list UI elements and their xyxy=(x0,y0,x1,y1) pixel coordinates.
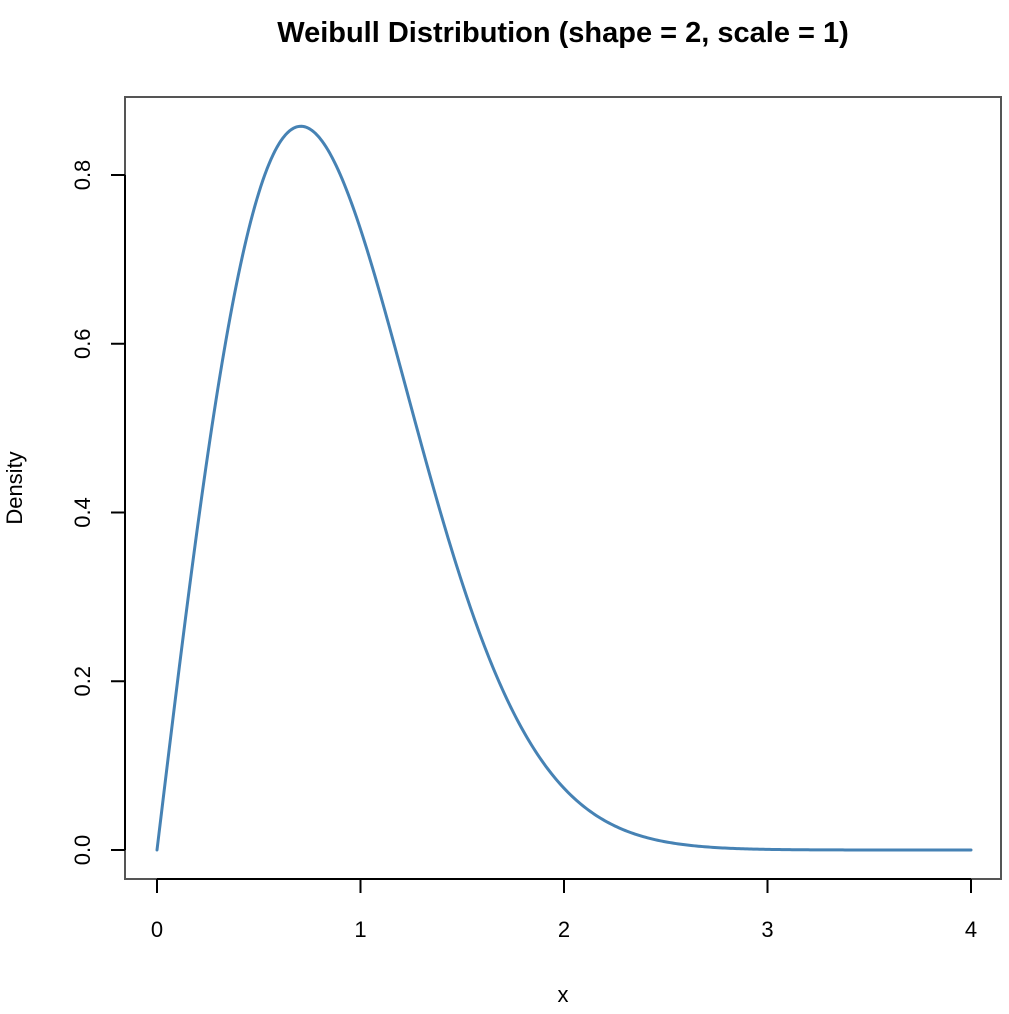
y-axis: 0.0 0.2 0.4 0.6 0.8 xyxy=(70,160,126,866)
plot-frame xyxy=(124,96,1002,880)
x-axis-label: x xyxy=(558,982,569,1007)
y-tick-label: 0.6 xyxy=(70,328,95,359)
y-axis-label: Density xyxy=(2,451,27,524)
x-tick-label: 1 xyxy=(354,917,366,942)
x-tick-label: 3 xyxy=(761,917,773,942)
x-axis: 0 1 2 3 4 xyxy=(151,878,977,942)
series-layer xyxy=(155,124,973,852)
x-tick-label: 0 xyxy=(151,917,163,942)
y-tick-label: 0.0 xyxy=(70,835,95,866)
y-tick-label: 0.4 xyxy=(70,497,95,528)
y-tick-label: 0.2 xyxy=(70,666,95,697)
y-tick-label: 0.8 xyxy=(70,160,95,191)
chart-title: Weibull Distribution (shape = 2, scale =… xyxy=(277,17,849,49)
x-tick-label: 2 xyxy=(558,917,570,942)
density-curve xyxy=(155,124,973,852)
x-tick-label: 4 xyxy=(965,917,977,942)
